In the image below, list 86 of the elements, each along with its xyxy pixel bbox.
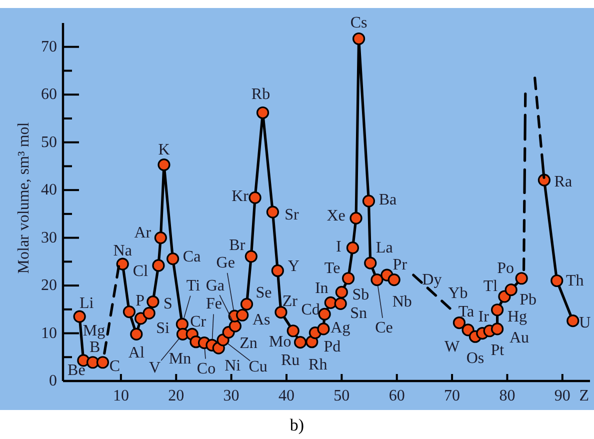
y-tick-label: 50 [41,134,57,151]
annotation: As [252,312,270,329]
annotation: Pr [392,256,408,274]
annotation: Cd [301,302,320,319]
annotation: Sb [352,286,370,304]
x-axis-title: Z [579,388,589,404]
annotation: La [376,240,393,257]
y-tick-label: 20 [41,277,57,294]
annotation: Be [68,362,86,379]
annotation: Pt [490,342,505,359]
annotation: B [89,338,100,356]
annotation: Po [497,260,514,277]
annotation: Br [229,236,246,254]
annotation: Kr [232,188,250,206]
annotation: Ce [375,319,393,336]
annotation: V [148,360,161,377]
annotation: U [579,314,592,332]
annotation: Ca [182,248,201,266]
x-tick-label: 60 [388,388,405,404]
y-tick-label: 30 [41,229,57,246]
annotation: W [444,338,460,356]
annotation: Th [566,272,584,290]
annotation: Ti [186,278,201,295]
annotation: Yb [448,284,468,302]
annotation: Ge [216,254,235,272]
annotation: Rh [308,356,328,374]
y-tick-label: 0 [49,372,57,390]
annotation: Cu [248,358,268,376]
annotation: Li [79,295,94,312]
text: b) [290,416,304,434]
x-tick-label: 40 [278,388,294,404]
annotation: Rb [251,86,270,104]
annotation: Hg [508,308,528,326]
x-tick-label: 80 [499,388,516,404]
x-tick-label: 70 [444,388,460,404]
y-axis-title: Molar volume, sm³ mol [16,122,32,274]
annotation: S [163,295,172,312]
annotation: Dy [422,272,442,289]
x-tick-label: 30 [223,388,240,404]
annotation: Co [196,360,216,378]
annotation: Mo [268,333,292,350]
annotation: Ag [330,319,350,336]
annotation: Cl [132,262,149,280]
annotation: Ar [134,224,152,242]
annotation: Si [156,320,170,337]
annotation: Tl [483,278,498,296]
y-tick-label: 40 [41,182,57,199]
annotation: Ni [224,358,242,375]
annotation: Pb [520,291,537,308]
annotation: Nb [392,293,412,310]
annotation: Fe [206,296,222,313]
annotation: Sn [350,305,368,322]
y-tick-label: 60 [41,86,57,104]
annotation: C [109,358,120,375]
annotation: Cs [350,14,368,32]
annotation: Ru [280,352,300,369]
annotation: Ta [458,303,474,320]
annotation: I [336,238,342,256]
annotation: Pd [324,338,341,356]
annotation: Al [128,344,145,362]
annotation: Mn [168,350,192,368]
x-tick-label: 20 [168,388,184,404]
annotation: In [314,280,328,298]
x-tick-label: 90 [554,388,570,404]
annotation: Ir [478,308,490,326]
annotation: Au [510,329,530,346]
annotation: Ga [206,278,224,295]
annotation: Sr [284,206,300,224]
annotation: Te [324,260,340,277]
annotation: Y [288,258,300,276]
annotation: Ba [378,192,397,209]
y-tick-label: 70 [41,38,57,56]
x-tick-label: 50 [334,388,350,404]
annotation: Zr [282,292,298,310]
annotation: Ra [554,174,572,191]
y-tick-label: 10 [41,324,57,342]
annotation: Cr [190,314,207,331]
annotation: Se [256,284,272,302]
x-tick-label: 10 [112,388,129,404]
annotation: K [158,141,170,158]
annotation: Na [113,242,132,260]
annotation: Zn [240,334,258,352]
annotation: Mg [82,322,106,340]
annotation: Xe [326,208,346,225]
annotation: P [136,292,145,310]
annotation: Os [466,350,484,368]
